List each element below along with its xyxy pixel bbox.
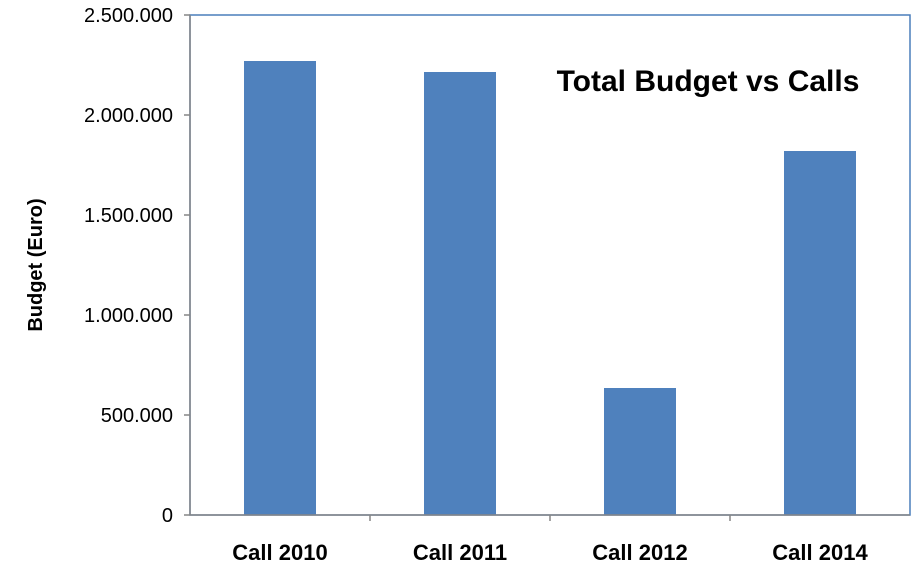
y-tick-label: 0: [162, 505, 173, 527]
x-category-label: Call 2014: [772, 540, 868, 565]
y-tick-label: 2.000.000: [84, 105, 173, 127]
bar-call-2012: [604, 388, 676, 515]
axes-group: [184, 14, 910, 521]
y-tick-label: 1.000.000: [84, 305, 173, 327]
y-tick-label: 1.500.000: [84, 205, 173, 227]
y-axis-title: Budget (Euro): [25, 198, 47, 331]
x-category-label: Call 2012: [592, 540, 687, 565]
bar-call-2014: [784, 151, 856, 515]
y-tick-label: 500.000: [101, 405, 173, 427]
x-category-label: Call 2011: [413, 540, 507, 565]
bar-call-2011: [424, 72, 496, 515]
x-category-label: Call 2010: [232, 540, 327, 565]
chart-title: Total Budget vs Calls: [557, 65, 860, 98]
y-tick-label: 2.500.000: [84, 5, 173, 27]
x-category-labels: Call 2010 Call 2011 Call 2012 Call 2014: [232, 540, 868, 565]
y-tick-labels: 0 500.000 1.000.000 1.500.000 2.000.000 2.500…: [84, 5, 173, 527]
bar-call-2010: [244, 61, 316, 515]
bars-group: [244, 61, 856, 515]
